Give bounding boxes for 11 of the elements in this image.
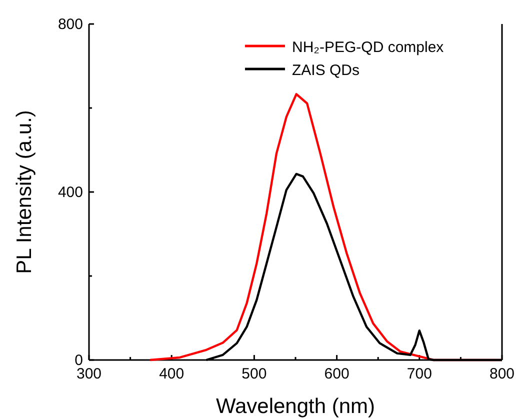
y-tick-label: 400 <box>58 184 83 201</box>
y-tick-label: 800 <box>58 16 83 33</box>
legend-label: ZAIS QDs <box>292 62 360 79</box>
x-tick-label: 600 <box>324 366 350 383</box>
x-tick-label: 800 <box>489 366 515 383</box>
x-tick-label: 400 <box>159 366 184 383</box>
x-tick-label: 500 <box>242 366 267 383</box>
x-tick-label: 700 <box>406 366 432 383</box>
x-axis-title: Wavelength (nm) <box>216 395 376 418</box>
legend-label: NH₂-PEG-QD complex <box>292 39 444 56</box>
y-axis-title: PL Intensity (a.u.) <box>13 110 36 274</box>
